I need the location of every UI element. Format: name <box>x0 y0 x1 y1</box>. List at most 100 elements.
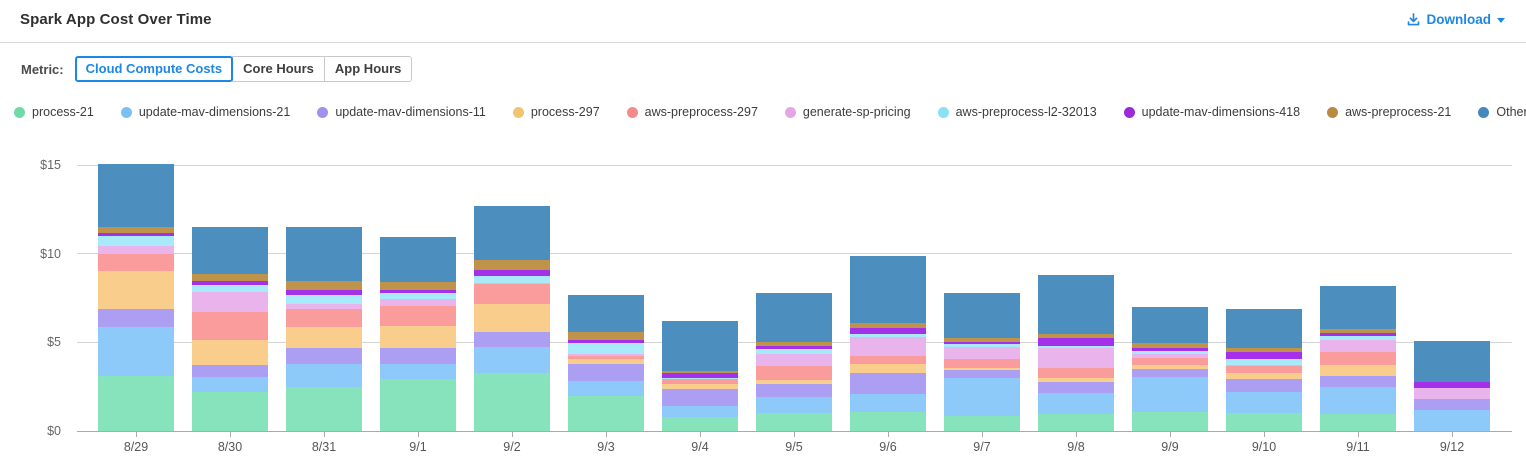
bar-segment-other[interactable] <box>944 292 1020 338</box>
bar-segment-aws-preprocess-297[interactable] <box>98 253 174 272</box>
bar-segment-update-mav-dimensions-418[interactable] <box>192 281 268 285</box>
bar-segment-aws-preprocess-21[interactable] <box>1132 342 1208 348</box>
legend-item-update-mav-dimensions-11[interactable]: update-mav-dimensions-11 <box>317 105 486 119</box>
bar-segment-aws-preprocess-l2-32013[interactable] <box>1038 346 1114 349</box>
bar-segment-update-mav-dimensions-418[interactable] <box>1226 352 1302 360</box>
bar-segment-generate-sp-pricing[interactable] <box>1226 364 1302 367</box>
bar-segment-other[interactable] <box>1414 340 1490 382</box>
bar-segment-aws-preprocess-l2-32013[interactable] <box>944 344 1020 347</box>
metric-option-core-hours[interactable]: Core Hours <box>232 56 325 82</box>
bar-segment-update-mav-dimensions-11[interactable] <box>286 348 362 365</box>
metric-option-app-hours[interactable]: App Hours <box>323 56 413 82</box>
bar-9-4[interactable] <box>662 321 738 431</box>
bar-segment-update-mav-dimensions-11[interactable] <box>1414 398 1490 411</box>
bar-segment-aws-preprocess-l2-32013[interactable] <box>98 236 174 246</box>
bar-segment-generate-sp-pricing[interactable] <box>1320 340 1396 353</box>
bar-segment-process-21[interactable] <box>850 411 926 431</box>
bar-segment-aws-preprocess-l2-32013[interactable] <box>1320 336 1396 341</box>
bar-9-2[interactable] <box>474 206 550 431</box>
bar-segment-update-mav-dimensions-11[interactable] <box>474 332 550 347</box>
bar-segment-aws-preprocess-l2-32013[interactable] <box>192 284 268 293</box>
bar-segment-process-297[interactable] <box>192 340 268 366</box>
legend-item-aws-preprocess-297[interactable]: aws-preprocess-297 <box>626 105 758 119</box>
bar-segment-process-21[interactable] <box>286 386 362 431</box>
bar-segment-process-21[interactable] <box>568 396 644 431</box>
bar-segment-aws-preprocess-21[interactable] <box>662 371 738 373</box>
bar-segment-update-mav-dimensions-21[interactable] <box>98 327 174 377</box>
bar-segment-aws-preprocess-297[interactable] <box>1320 352 1396 366</box>
bar-segment-update-mav-dimensions-21[interactable] <box>1132 376 1208 412</box>
bar-segment-process-297[interactable] <box>1320 365 1396 377</box>
bar-segment-process-297[interactable] <box>756 380 832 385</box>
bar-segment-aws-preprocess-297[interactable] <box>756 365 832 381</box>
bar-segment-generate-sp-pricing[interactable] <box>474 282 550 285</box>
bar-segment-update-mav-dimensions-418[interactable] <box>944 341 1020 345</box>
bar-segment-update-mav-dimensions-11[interactable] <box>380 348 456 365</box>
bar-segment-generate-sp-pricing[interactable] <box>192 292 268 313</box>
bar-segment-process-21[interactable] <box>662 416 738 431</box>
bar-segment-aws-preprocess-297[interactable] <box>1132 357 1208 366</box>
bar-segment-update-mav-dimensions-11[interactable] <box>1320 376 1396 387</box>
bar-segment-update-mav-dimensions-418[interactable] <box>474 269 550 276</box>
bar-segment-other[interactable] <box>286 227 362 282</box>
legend-item-update-mav-dimensions-418[interactable]: update-mav-dimensions-418 <box>1123 105 1300 119</box>
bar-segment-process-297[interactable] <box>1038 377 1114 382</box>
bar-segment-update-mav-dimensions-11[interactable] <box>1132 369 1208 377</box>
bar-9-10[interactable] <box>1226 308 1302 431</box>
bar-segment-update-mav-dimensions-418[interactable] <box>850 327 926 335</box>
bar-segment-other[interactable] <box>1320 285 1396 329</box>
bar-segment-update-mav-dimensions-21[interactable] <box>474 346 550 374</box>
bar-segment-update-mav-dimensions-21[interactable] <box>286 364 362 387</box>
bar-segment-update-mav-dimensions-21[interactable] <box>1226 391 1302 413</box>
legend-item-process-21[interactable]: process-21 <box>14 105 94 119</box>
bar-segment-update-mav-dimensions-21[interactable] <box>1038 392 1114 415</box>
bar-segment-aws-preprocess-297[interactable] <box>286 308 362 327</box>
bar-segment-aws-preprocess-297[interactable] <box>662 379 738 385</box>
bar-8-29[interactable] <box>98 164 174 431</box>
bar-segment-update-mav-dimensions-21[interactable] <box>944 377 1020 416</box>
bar-segment-update-mav-dimensions-418[interactable] <box>568 340 644 344</box>
bar-segment-update-mav-dimensions-418[interactable] <box>1038 338 1114 347</box>
bar-segment-aws-preprocess-297[interactable] <box>1038 367 1114 378</box>
bar-segment-process-21[interactable] <box>756 412 832 431</box>
bar-segment-aws-preprocess-21[interactable] <box>850 322 926 328</box>
bar-segment-process-21[interactable] <box>98 376 174 431</box>
bar-9-12[interactable] <box>1414 340 1490 431</box>
bar-8-30[interactable] <box>192 227 268 431</box>
bar-segment-aws-preprocess-l2-32013[interactable] <box>286 295 362 304</box>
bar-segment-update-mav-dimensions-418[interactable] <box>380 290 456 293</box>
legend-item-generate-sp-pricing[interactable]: generate-sp-pricing <box>784 105 911 119</box>
bar-segment-process-297[interactable] <box>474 304 550 333</box>
bar-segment-other[interactable] <box>380 237 456 283</box>
bar-segment-process-21[interactable] <box>1132 411 1208 431</box>
bar-segment-update-mav-dimensions-21[interactable] <box>850 393 926 412</box>
bar-segment-aws-preprocess-21[interactable] <box>944 337 1020 342</box>
bar-segment-aws-preprocess-21[interactable] <box>380 282 456 291</box>
bar-segment-process-21[interactable] <box>1320 414 1396 431</box>
bar-segment-other[interactable] <box>1132 307 1208 343</box>
bar-segment-other[interactable] <box>568 294 644 333</box>
bar-segment-process-297[interactable] <box>286 326 362 349</box>
bar-segment-generate-sp-pricing[interactable] <box>756 354 832 366</box>
bar-segment-process-21[interactable] <box>380 378 456 431</box>
bar-segment-generate-sp-pricing[interactable] <box>1132 354 1208 358</box>
bar-segment-aws-preprocess-297[interactable] <box>1226 366 1302 374</box>
bar-segment-aws-preprocess-21[interactable] <box>1226 348 1302 353</box>
bar-segment-process-297[interactable] <box>568 358 644 364</box>
bar-segment-other[interactable] <box>662 321 738 372</box>
bar-segment-process-297[interactable] <box>380 326 456 349</box>
bar-segment-update-mav-dimensions-418[interactable] <box>1132 347 1208 352</box>
bar-9-9[interactable] <box>1132 307 1208 431</box>
bar-segment-aws-preprocess-l2-32013[interactable] <box>568 343 644 355</box>
bar-segment-aws-preprocess-21[interactable] <box>98 226 174 233</box>
bar-9-6[interactable] <box>850 255 926 431</box>
bar-segment-aws-preprocess-21[interactable] <box>474 260 550 270</box>
bar-segment-update-mav-dimensions-21[interactable] <box>380 364 456 379</box>
legend-item-other[interactable]: Other <box>1478 105 1526 119</box>
bar-segment-update-mav-dimensions-21[interactable] <box>1320 386 1396 415</box>
bar-segment-update-mav-dimensions-11[interactable] <box>850 372 926 394</box>
bar-segment-aws-preprocess-21[interactable] <box>286 281 362 290</box>
bar-segment-process-297[interactable] <box>1132 365 1208 370</box>
bar-segment-update-mav-dimensions-11[interactable] <box>98 308 174 328</box>
legend-item-aws-preprocess-l2-32013[interactable]: aws-preprocess-l2-32013 <box>937 105 1097 119</box>
